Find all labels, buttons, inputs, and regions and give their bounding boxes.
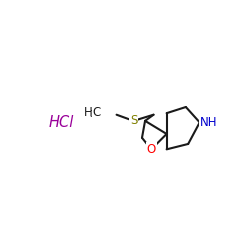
Text: O: O: [146, 143, 156, 156]
Text: C: C: [92, 106, 100, 119]
Text: NH: NH: [200, 116, 217, 129]
Text: HCl: HCl: [48, 115, 74, 130]
Text: S: S: [130, 114, 137, 127]
Text: H: H: [84, 106, 92, 119]
Text: 3: 3: [90, 110, 95, 119]
